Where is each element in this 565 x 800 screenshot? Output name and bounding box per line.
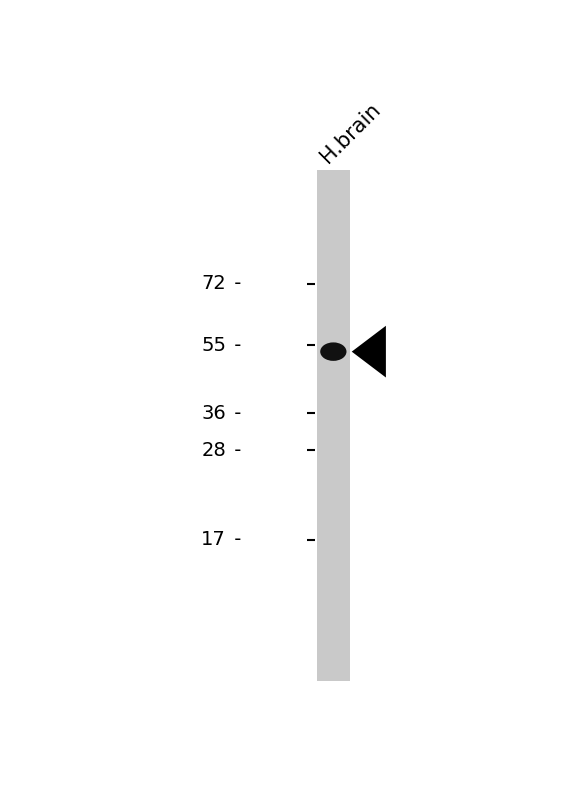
Text: 72: 72 <box>201 274 226 294</box>
Text: 36: 36 <box>201 404 226 422</box>
Text: -: - <box>228 441 242 460</box>
Text: H.brain: H.brain <box>317 99 385 167</box>
Bar <box>317 170 350 681</box>
Polygon shape <box>352 326 386 378</box>
Text: -: - <box>228 336 242 355</box>
Text: -: - <box>228 274 242 294</box>
Text: 17: 17 <box>201 530 226 549</box>
Text: 28: 28 <box>201 441 226 460</box>
Text: -: - <box>228 530 242 549</box>
Text: -: - <box>228 404 242 422</box>
Text: 55: 55 <box>201 336 226 355</box>
Ellipse shape <box>320 342 346 361</box>
